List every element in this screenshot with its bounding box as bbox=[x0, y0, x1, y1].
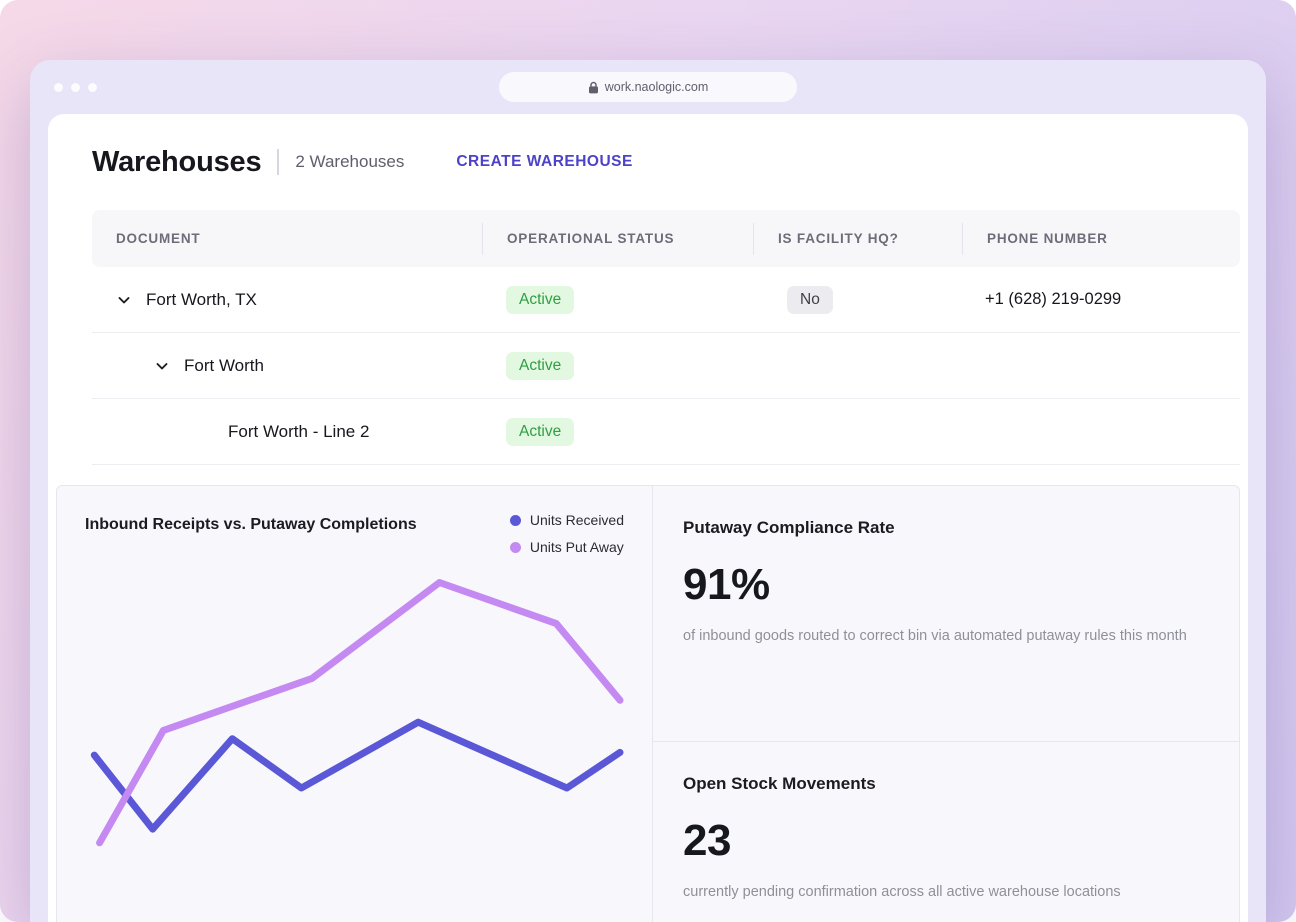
document-cell: Fort Worth, TX bbox=[92, 290, 482, 310]
title-divider bbox=[277, 149, 280, 175]
status-badge: Active bbox=[506, 285, 575, 314]
browser-chrome: work.naologic.com bbox=[30, 60, 1266, 114]
chart-legend: Units Received Units Put Away bbox=[509, 510, 624, 555]
column-header-operational-status[interactable]: OPERATIONAL STATUS bbox=[482, 222, 753, 255]
warehouses-table: DOCUMENT OPERATIONAL STATUS IS FACILITY … bbox=[92, 210, 1240, 465]
window-control-dot[interactable] bbox=[54, 82, 63, 92]
window-control-dot[interactable] bbox=[71, 82, 80, 92]
stat-open-stock-movements: Open Stock Movements 23 currently pendin… bbox=[653, 741, 1239, 922]
legend-dot-units-put-away bbox=[509, 541, 521, 553]
legend-dot-units-received bbox=[509, 514, 521, 526]
table-row[interactable]: Fort Worth Active bbox=[92, 333, 1240, 399]
warehouse-name: Fort Worth bbox=[184, 355, 264, 375]
url-bar[interactable]: work.naologic.com bbox=[499, 72, 797, 102]
stats-panel: Putaway Compliance Rate 91% of inbound g… bbox=[653, 486, 1239, 922]
table-row[interactable]: Fort Worth - Line 2 Active bbox=[92, 399, 1240, 465]
legend-item-units-received: Units Received bbox=[509, 512, 624, 528]
column-header-is-facility-hq[interactable]: IS FACILITY HQ? bbox=[753, 222, 962, 255]
status-badge: Active bbox=[506, 417, 575, 446]
chart-header: Inbound Receipts vs. Putaway Completions… bbox=[85, 510, 624, 555]
column-header-phone-number[interactable]: PHONE NUMBER bbox=[962, 222, 1240, 255]
status-badge: Active bbox=[506, 351, 575, 380]
column-header-document[interactable]: DOCUMENT bbox=[116, 231, 201, 246]
warehouse-name: Fort Worth - Line 2 bbox=[228, 421, 370, 441]
document-cell: Fort Worth bbox=[92, 356, 482, 376]
status-cell: Active bbox=[482, 417, 753, 446]
stat-putaway-compliance: Putaway Compliance Rate 91% of inbound g… bbox=[653, 486, 1239, 741]
status-cell: Active bbox=[482, 351, 753, 380]
phone-number: +1 (628) 219-0299 bbox=[985, 290, 1122, 308]
legend-item-units-put-away: Units Put Away bbox=[509, 539, 624, 555]
dashboard-section: Inbound Receipts vs. Putaway Completions… bbox=[56, 485, 1240, 922]
hq-cell: No bbox=[753, 285, 962, 314]
chevron-down-icon[interactable] bbox=[154, 358, 170, 374]
stat-title: Open Stock Movements bbox=[683, 774, 876, 793]
chart-panel: Inbound Receipts vs. Putaway Completions… bbox=[57, 486, 653, 922]
document-cell: Fort Worth - Line 2 bbox=[92, 422, 482, 442]
stat-value: 23 bbox=[683, 816, 731, 865]
browser-window: work.naologic.com Warehouses 2 Warehouse… bbox=[30, 60, 1266, 922]
legend-label: Units Put Away bbox=[529, 539, 624, 555]
lock-icon bbox=[588, 81, 598, 93]
inbound-putaway-chart bbox=[90, 579, 624, 847]
table-header-row: DOCUMENT OPERATIONAL STATUS IS FACILITY … bbox=[92, 210, 1240, 267]
stat-description: currently pending confirmation across al… bbox=[683, 884, 1121, 900]
create-warehouse-button[interactable]: CREATE WAREHOUSE bbox=[456, 153, 633, 170]
table-row[interactable]: Fort Worth, TX Active No +1 (628) 219-02… bbox=[92, 267, 1240, 333]
stat-title: Putaway Compliance Rate bbox=[683, 518, 895, 537]
page-title: Warehouses bbox=[92, 145, 262, 178]
page-header: Warehouses 2 Warehouses CREATE WAREHOUSE bbox=[48, 114, 1248, 210]
warehouses-page: Warehouses 2 Warehouses CREATE WAREHOUSE… bbox=[48, 114, 1248, 922]
chevron-down-icon[interactable] bbox=[116, 292, 132, 308]
stat-description: of inbound goods routed to correct bin v… bbox=[683, 628, 1187, 644]
warehouse-count: 2 Warehouses bbox=[295, 152, 405, 171]
window-controls bbox=[54, 82, 97, 92]
status-cell: Active bbox=[482, 285, 753, 314]
warehouse-name: Fort Worth, TX bbox=[146, 289, 257, 309]
hq-badge: No bbox=[787, 285, 833, 314]
legend-label: Units Received bbox=[529, 512, 624, 528]
window-control-dot[interactable] bbox=[88, 82, 97, 92]
stat-value: 91% bbox=[683, 560, 770, 609]
url-text: work.naologic.com bbox=[604, 80, 709, 94]
chart-title: Inbound Receipts vs. Putaway Completions bbox=[85, 516, 417, 533]
